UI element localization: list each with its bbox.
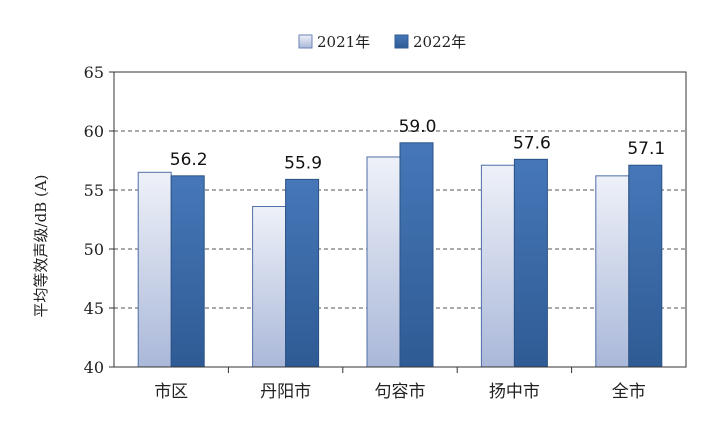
- data-label: 55.9: [284, 153, 322, 173]
- category-label: 句容市: [375, 382, 426, 402]
- bar-2021: [595, 175, 630, 368]
- tick-labels: 40 45 50 55 60 65: [84, 63, 114, 377]
- bar-2022: [170, 175, 205, 368]
- category-label: 全市: [612, 382, 646, 402]
- legend-label-2022: 2022年: [413, 33, 466, 51]
- category-label: 扬中市: [489, 382, 540, 402]
- category-label: 市区: [154, 382, 188, 402]
- bar-2022: [513, 158, 548, 368]
- y-tick-label: 45: [84, 299, 104, 318]
- bar-2021: [137, 171, 172, 368]
- y-tick-label: 55: [84, 181, 104, 200]
- plot-frame: [113, 71, 687, 368]
- axes: [113, 71, 687, 373]
- legend-swatch-2021: [298, 34, 313, 49]
- legend-label-2021: 2021年: [317, 33, 370, 51]
- category-labels: 市区 丹阳市 句容市 扬中市 全市: [154, 382, 646, 402]
- bar-2021: [480, 164, 515, 368]
- data-label: 57.1: [627, 139, 665, 159]
- data-label: 59.0: [399, 117, 437, 137]
- y-tick-label: 40: [84, 358, 104, 377]
- y-axis-title: 平均等效声级/dB (A): [32, 175, 50, 318]
- bar-2022: [399, 142, 434, 368]
- data-label: 57.6: [513, 133, 551, 153]
- data-label: 56.2: [170, 150, 208, 170]
- legend-swatch-2022: [394, 34, 409, 49]
- category-label: 丹阳市: [260, 382, 311, 402]
- bar-2021: [366, 156, 401, 368]
- legend: 2021年 2022年: [298, 33, 466, 51]
- data-labels: 56.2 55.9 59.0 57.6 57.1: [170, 117, 665, 174]
- bars: [137, 142, 663, 368]
- bar-2022: [628, 164, 663, 368]
- bar-2022: [285, 178, 320, 368]
- bar-2021: [252, 206, 287, 368]
- gridlines: [114, 130, 686, 309]
- y-tick-label: 60: [84, 122, 104, 141]
- y-tick-label: 50: [84, 240, 104, 259]
- y-tick-label: 65: [84, 63, 104, 82]
